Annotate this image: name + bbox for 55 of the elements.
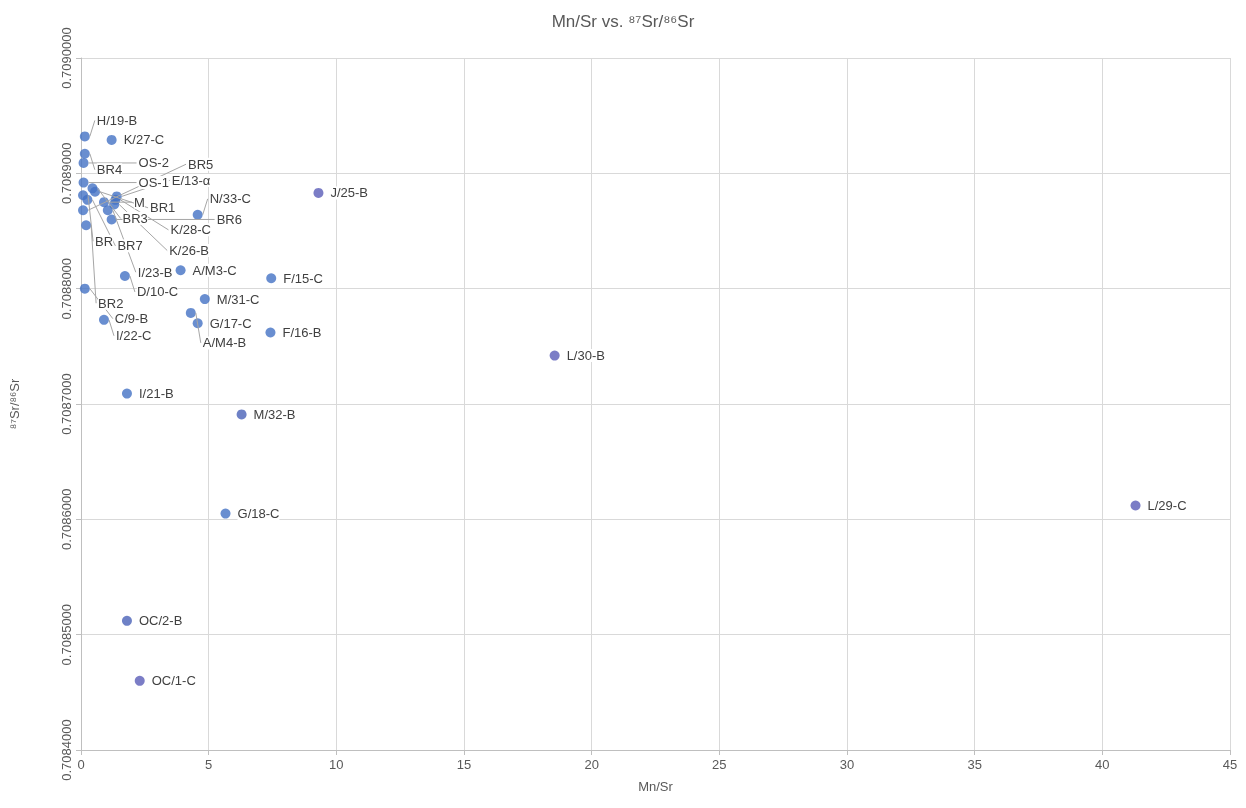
annotation: L/29-C (1147, 497, 1187, 513)
annotation: K/27-C (123, 132, 165, 148)
x-tick-label: 40 (1095, 757, 1110, 772)
annotation: M/32-B (253, 406, 296, 422)
x-tick-label: 35 (967, 757, 982, 772)
x-axis-title: Mn/Sr (638, 779, 674, 794)
annotation: OS-1 (138, 175, 169, 191)
y-tick-label: 0.7085000 (59, 603, 74, 666)
y-tick-label: 0.7084000 (59, 719, 74, 781)
annotation: BR6 (216, 211, 242, 227)
y-tick-label: 0.7089000 (59, 142, 74, 205)
annotation: C/9-B (114, 311, 149, 327)
annotation: OC/2-B (138, 613, 183, 629)
x-tick-label: 15 (456, 757, 472, 772)
annotation: OC/1-C (151, 673, 196, 689)
annotation: BR3 (122, 210, 148, 226)
annotation: BR4 (96, 162, 123, 178)
annotation: OS-2 (138, 155, 169, 171)
y-tick-label: 0.7087000 (59, 373, 74, 435)
y-tick-label: 0.7088000 (59, 257, 74, 320)
annotation: N/33-C (209, 191, 251, 207)
annotation: F/15-C (283, 270, 323, 286)
annotation: I/23-B (137, 264, 173, 280)
annotation: H/19-B (96, 112, 138, 128)
x-tick-label: 0 (77, 757, 85, 772)
y-axis-title: ⁸⁷Sr/⁸⁶Sr (7, 378, 22, 430)
annotation: G/18-C (237, 506, 280, 522)
x-tick-label: 30 (839, 757, 855, 772)
annotation: L/30-B (566, 348, 605, 364)
annotation: K/26-B (169, 242, 209, 258)
annotation: BR2 (98, 295, 124, 311)
y-tick-label: 0.7086000 (59, 488, 74, 551)
x-tick-label: 45 (1222, 757, 1238, 772)
x-tick-label: 5 (205, 757, 213, 772)
annotation: I/22-C (115, 328, 152, 344)
x-tick-label: 25 (712, 757, 727, 772)
annotation: M/31-C (216, 291, 260, 307)
annotation: BR5 (188, 156, 214, 172)
y-tick-label: 0.7090000 (59, 27, 74, 89)
annotation: K/28-C (170, 222, 211, 238)
annotation: D/10-C (136, 284, 179, 300)
annotation: E/13-α (171, 172, 211, 188)
annotation: A/M4-B (202, 335, 247, 351)
annotation: BR7 (117, 238, 143, 254)
annotation: I/21-B (138, 386, 174, 402)
annotation: BR (95, 233, 114, 249)
annotation: BR1 (150, 200, 176, 216)
x-tick-label: 10 (329, 757, 344, 772)
annotation: G/17-C (209, 315, 252, 331)
annotation: A/M3-C (192, 262, 237, 278)
annotation: M (133, 194, 145, 210)
x-tick-label: 20 (584, 757, 599, 772)
chart-title: Mn/Sr vs. ⁸⁷Sr/⁸⁶Sr (551, 12, 695, 31)
annotation: J/25-B (330, 185, 369, 201)
annotation: F/16-B (282, 324, 322, 340)
